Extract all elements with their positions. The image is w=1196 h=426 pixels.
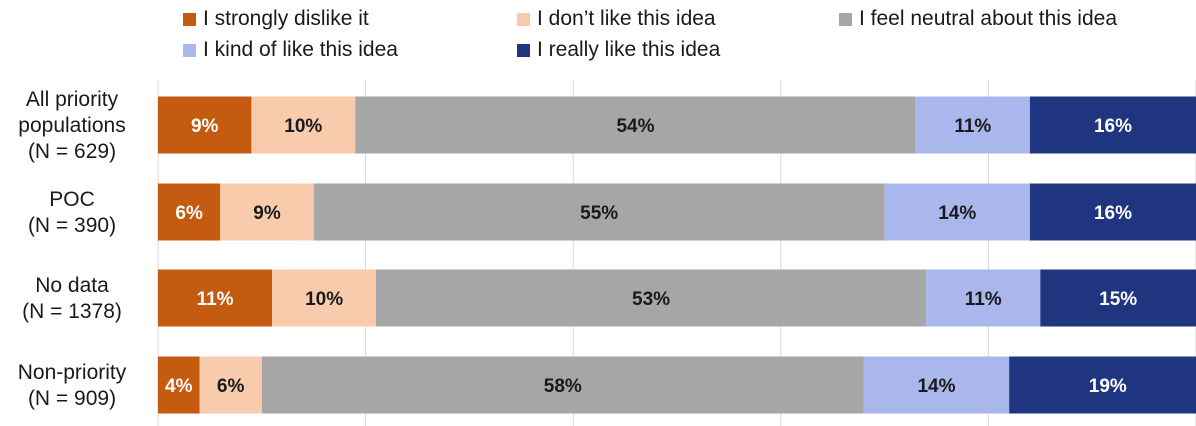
data-label: 58% xyxy=(544,376,582,397)
data-label: 6% xyxy=(217,376,245,397)
data-label: 9% xyxy=(191,116,219,137)
bar-segment xyxy=(926,269,1041,327)
data-label: 19% xyxy=(1089,376,1127,397)
category-label: (N = 1378) xyxy=(22,300,122,323)
category-label: No data xyxy=(35,274,109,297)
legend-item: I really like this idea xyxy=(517,38,720,62)
data-label: 14% xyxy=(938,203,976,224)
data-label: 6% xyxy=(175,203,203,224)
bar-segment xyxy=(158,183,221,241)
legend-swatch xyxy=(183,12,196,26)
category-label: All priority xyxy=(26,88,119,111)
bar-segment xyxy=(220,183,314,241)
data-label: 54% xyxy=(616,116,654,137)
data-label: 53% xyxy=(632,289,670,310)
bar-segment xyxy=(1040,269,1196,327)
legend-item: I strongly dislike it xyxy=(183,7,369,31)
category-label: POC xyxy=(49,188,95,211)
bar-segment xyxy=(1029,183,1196,241)
legend-swatch xyxy=(839,12,852,26)
legend-swatch xyxy=(183,43,196,57)
bar-segment xyxy=(915,96,1030,154)
data-label: 11% xyxy=(197,289,234,310)
bar-segment xyxy=(199,356,262,414)
bar-segment xyxy=(313,183,885,241)
data-label: 16% xyxy=(1094,203,1132,224)
legend-swatch xyxy=(517,12,530,26)
data-label: 14% xyxy=(917,376,955,397)
bar-segment xyxy=(158,96,252,154)
category-label: populations xyxy=(18,114,125,137)
bar-segment xyxy=(1009,356,1196,414)
data-label: 55% xyxy=(580,203,618,224)
bar-segment xyxy=(1029,96,1196,154)
legend-item: I don’t like this idea xyxy=(517,7,716,31)
legend: I strongly dislike it I don’t like this i… xyxy=(0,0,1196,70)
data-label: 4% xyxy=(165,376,193,397)
legend-label: I kind of like this idea xyxy=(203,38,398,61)
bar-segment xyxy=(355,96,916,154)
legend-label: I feel neutral about this idea xyxy=(859,7,1118,30)
data-label: 11% xyxy=(954,116,991,137)
data-label: 16% xyxy=(1094,116,1132,137)
category-label: (N = 629) xyxy=(28,140,116,163)
bar-segment xyxy=(375,269,927,327)
bar-segment xyxy=(884,183,1030,241)
category-label: (N = 909) xyxy=(28,387,116,410)
bar-segment xyxy=(158,356,200,414)
legend-label: I strongly dislike it xyxy=(203,7,369,30)
legend-label: I really like this idea xyxy=(537,38,721,61)
bar-segment xyxy=(863,356,1010,414)
data-label: 9% xyxy=(253,203,281,224)
legend-item: I feel neutral about this idea xyxy=(839,7,1117,31)
data-label: 11% xyxy=(965,289,1002,310)
category-label: (N = 390) xyxy=(28,214,116,237)
bar-segment xyxy=(261,356,864,414)
legend-label: I don’t like this idea xyxy=(537,7,716,30)
legend-item: I kind of like this idea xyxy=(183,38,398,62)
data-label: 15% xyxy=(1099,289,1137,310)
legend-swatch xyxy=(517,43,530,57)
data-label: 10% xyxy=(284,116,322,137)
bar-segment xyxy=(158,269,273,327)
bar-segment xyxy=(272,269,376,327)
data-label: 10% xyxy=(305,289,343,310)
bar-segment xyxy=(251,96,356,154)
category-label: Non-priority xyxy=(18,361,127,384)
